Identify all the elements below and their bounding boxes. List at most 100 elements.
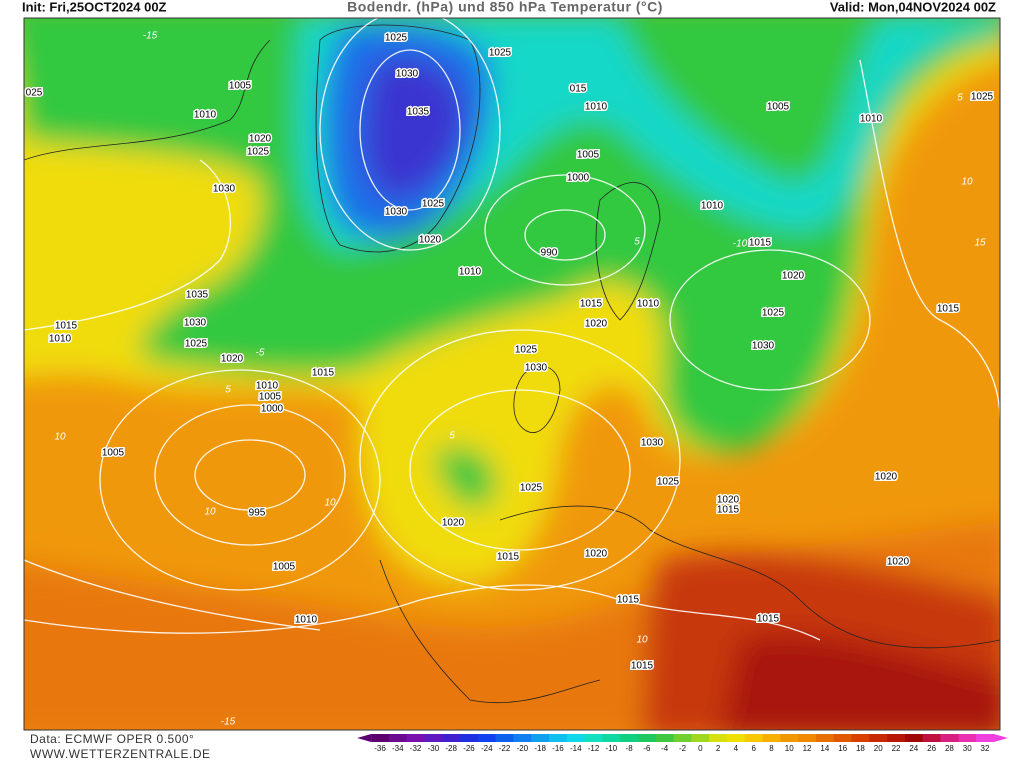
isobar-label: 1010 <box>256 381 279 392</box>
isobar-label: 1025 <box>515 345 538 356</box>
isobar-label: 1015 <box>55 321 78 332</box>
colorbar-tick-label: 24 <box>909 744 918 753</box>
isobar-label: 1020 <box>585 549 608 560</box>
colorbar-swatch <box>887 734 906 742</box>
colorbar-tick-label: -34 <box>392 744 404 753</box>
colorbar-swatch <box>958 734 977 742</box>
colorbar-swatch <box>620 734 639 742</box>
isobar <box>99 369 381 591</box>
colorbar-tick-label: 4 <box>734 744 739 753</box>
colorbar-tick-label: 14 <box>820 744 829 753</box>
colorbar-tick-label: 22 <box>892 744 901 753</box>
isobar-label: 1010 <box>194 110 217 121</box>
colorbar-tick-label: -22 <box>499 744 511 753</box>
colorbar-tick-label: -6 <box>643 744 651 753</box>
colorbar-tick-label: 2 <box>716 744 721 753</box>
isobar-label: 1010 <box>860 114 883 125</box>
colorbar-tick-label: 0 <box>698 744 703 753</box>
colorbar-tick-label: -36 <box>374 744 386 753</box>
colorbar-swatch <box>815 734 835 742</box>
temperature-label: 10 <box>54 432 66 443</box>
isobar-label: 1005 <box>577 150 600 161</box>
isobar <box>484 174 646 286</box>
colorbar-swatch <box>833 734 853 742</box>
isobar-label: 1015 <box>749 238 772 249</box>
colorbar-tick-label: -10 <box>606 744 618 753</box>
isobar-label: 1020 <box>442 518 465 529</box>
colorbar-tick-label: 16 <box>838 744 847 753</box>
temperature-field <box>24 18 1000 730</box>
temperature-label: -10 <box>733 239 748 250</box>
coldest-area <box>363 57 465 200</box>
temperature-label: 10 <box>324 498 336 509</box>
colorbar-swatch <box>584 734 603 742</box>
isobar-label: 1015 <box>757 614 780 625</box>
isobar-label: 1010 <box>585 102 608 113</box>
isobar-label: 1015 <box>312 368 335 379</box>
colorbar-swatch <box>762 734 781 742</box>
isobar <box>154 404 346 546</box>
isobar-label: 1025 <box>422 199 445 210</box>
temperature-label: -15 <box>221 717 236 728</box>
colorbar-tick-label: -14 <box>570 744 582 753</box>
isobar <box>24 159 232 331</box>
colorbar-tick-label: 32 <box>981 744 990 753</box>
colorbar-tick-label: -26 <box>463 744 475 753</box>
colorbar-tick-label: -30 <box>428 744 440 753</box>
coastline <box>499 505 1000 649</box>
isobar-label: 1005 <box>102 448 125 459</box>
isobar-label: 1025 <box>385 33 408 44</box>
coastline <box>315 24 481 253</box>
isobar-label: 1025 <box>489 48 512 59</box>
temperature-label: 10 <box>961 177 973 188</box>
colorbar-tick-label: -16 <box>552 744 564 753</box>
map-area <box>24 18 1000 730</box>
colorbar-tick-label: 10 <box>785 744 794 753</box>
coastline <box>24 39 271 161</box>
colorbar-tick-label: 20 <box>874 744 883 753</box>
isobar-label: 1010 <box>295 615 318 626</box>
temperature-label: -15 <box>143 31 158 42</box>
temperature-label: 5 <box>449 431 455 442</box>
colorbar-swatch <box>549 734 568 742</box>
colorbar-tick-label: -24 <box>481 744 493 753</box>
isobar-label: 1005 <box>259 392 282 403</box>
colorbar-swatch <box>513 734 532 742</box>
colorbar-tick-label: -18 <box>534 744 546 753</box>
isobar-label: 1015 <box>580 299 603 310</box>
isobar-label: 1030 <box>213 184 236 195</box>
isobar <box>409 389 631 551</box>
colorbar-swatch <box>976 734 995 742</box>
colorbar-tick-label: -32 <box>410 744 422 753</box>
temperature-label: 10 <box>204 507 216 518</box>
isobar-label: 015 <box>570 84 587 95</box>
isobar-label: 1010 <box>701 201 724 212</box>
colorbar-swatch <box>460 734 479 742</box>
colorbar-tick-label: -4 <box>661 744 669 753</box>
isobar-label: 995 <box>249 508 266 519</box>
temperature-label: 5 <box>225 385 231 396</box>
isobar-label: 1010 <box>637 299 660 310</box>
isobar-label: 1015 <box>617 595 640 606</box>
isobar-label: 1015 <box>717 505 740 516</box>
colorbar-swatch <box>851 734 870 742</box>
isobar-label: 1030 <box>396 69 419 80</box>
isobar-label: 1025 <box>520 483 543 494</box>
isobar <box>319 18 501 251</box>
colorbar-tick-label: 30 <box>963 744 972 753</box>
colorbar-swatch <box>442 734 461 742</box>
colorbar-tick-label: -8 <box>626 744 634 753</box>
isobar-label: 1035 <box>186 290 209 301</box>
valid-time: Valid: Mon,04NOV2024 00Z <box>830 0 996 14</box>
isobar-label: 1005 <box>273 562 296 573</box>
colorbar-swatch <box>566 734 586 742</box>
isobar <box>859 59 1000 421</box>
isobar-label: 1030 <box>385 207 408 218</box>
isobar-label: 1020 <box>782 271 805 282</box>
isobar-label: 1020 <box>875 472 898 483</box>
cool-area <box>24 18 1000 453</box>
colorbar-swatch <box>744 734 764 742</box>
isobar-label: 1025 <box>657 477 680 488</box>
colorbar-tick-label: -28 <box>445 744 457 753</box>
isobar-label: 1025 <box>247 147 270 158</box>
